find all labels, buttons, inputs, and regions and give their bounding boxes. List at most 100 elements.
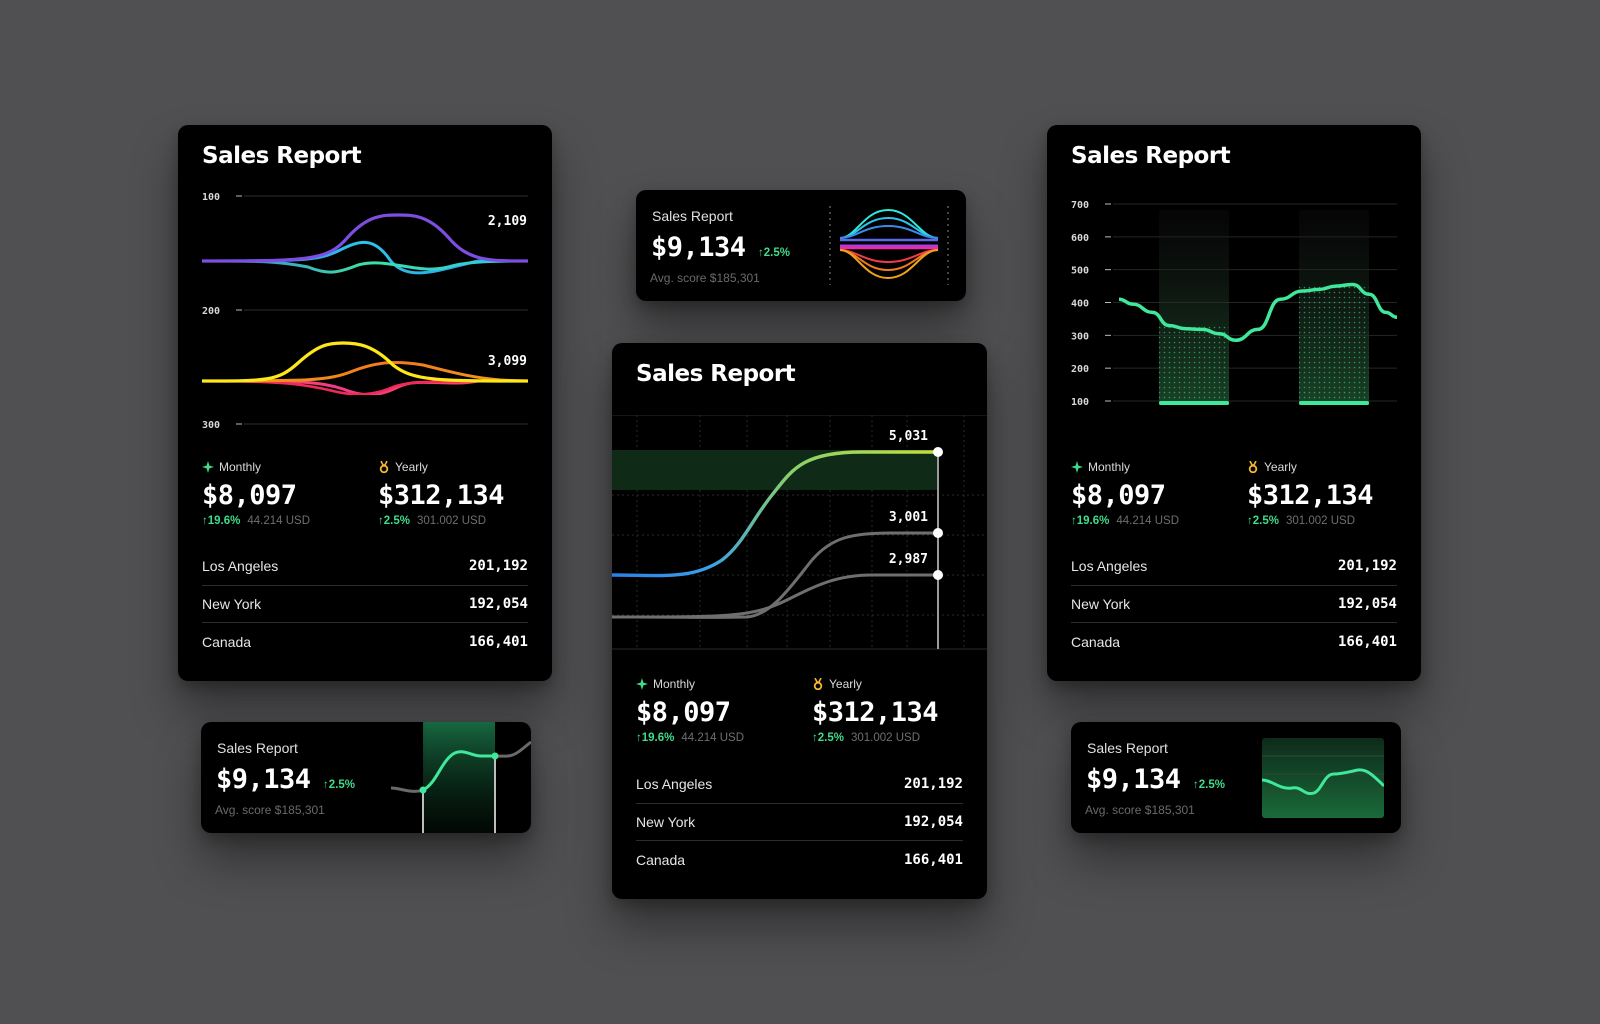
city-name: New York [1071,595,1131,612]
city-name: New York [636,813,696,830]
stat-change: 19.6% [1076,515,1110,527]
sparkle-icon [636,678,648,690]
city-value: 192,054 [1337,595,1397,612]
series-line [201,379,529,395]
city-name: Canada [636,851,686,868]
arrow-up-icon: ↑ [1247,515,1253,527]
city-value: 166,401 [468,633,528,650]
annotation-label: 3,099 [488,354,527,369]
annotation-label: 2,987 [889,552,928,567]
city-name: Los Angeles [636,776,713,793]
arrow-up-icon: ↑ [636,732,642,744]
y-tick-label: 500 [1071,266,1089,277]
city-name: Canada [1071,633,1121,650]
stat-label: Yearly [1264,460,1297,474]
y-tick-label: 300 [202,420,220,431]
y-tick-label: 100 [1071,397,1089,408]
mini-change: ↑2.5% [758,247,790,259]
city-value: 166,401 [903,851,963,868]
mini-report-card-right: Sales Report $9,134 ↑2.5% Avg. score $18… [1071,722,1401,833]
card-title: Sales Report [202,143,362,169]
y-axis-bottom: 300 [202,420,528,431]
medal-icon [379,461,389,473]
stat-sub: 301.002 USD [416,515,487,527]
list-item: New York 192,054 [1071,586,1397,623]
stat-sub: 44.214 USD [247,515,311,527]
stats-row: Monthly $8,097 ↑19.6% 44.214 USD Yearly $… [202,459,552,527]
stat-change: 19.6% [207,515,241,527]
y-tick-label: 300 [1071,331,1089,342]
stat-monthly: Monthly $8,097 ↑19.6% 44.214 USD [1071,459,1247,527]
arrow-up-icon: ↑ [202,515,208,527]
y-tick-label: 400 [1071,299,1089,310]
card-title: Sales Report [636,361,796,387]
annotation-label: 3,001 [889,510,928,525]
medal-icon [813,678,823,690]
list-item: Canada 166,401 [636,841,963,879]
mini-avg: Avg. score $185,301 [1085,803,1195,817]
wave-chart: 100 200 2,109 3,099 [201,192,529,395]
series-line [201,213,529,263]
arrow-up-icon: ↑ [812,732,818,744]
mini-avg: Avg. score $185,301 [650,271,760,285]
mini-change-value: 2.5% [763,247,790,259]
y-tick-label: 600 [1071,233,1089,244]
list-item: Canada 166,401 [1071,623,1397,661]
mini-change: ↑2.5% [1193,779,1225,791]
stat-label: Monthly [219,460,262,474]
stats-row: Monthly $8,097 ↑19.6% 44.214 USD Yearly $… [636,676,987,744]
sales-report-card-center: Sales Report 5,031 3,001 2,987 Monthl [612,343,987,899]
y-tick-label: 700 [1071,200,1089,211]
sales-report-card-left: Sales Report 100 200 2,109 3,099 300 [178,125,552,681]
stat-sub: 44.214 USD [681,732,745,744]
sparkle-icon [202,461,214,473]
city-name: Los Angeles [1071,558,1148,575]
mini-line-chart [391,722,531,833]
stat-yearly: Yearly $312,134 ↑2.5% 301.002 USD [378,459,552,527]
list-item: Canada 166,401 [202,623,528,661]
list-item: New York 192,054 [636,804,963,841]
mini-change-value: 2.5% [328,779,355,791]
city-name: New York [202,595,262,612]
mini-report-card-top: Sales Report $9,134 ↑2.5% Avg. score $18… [636,190,966,301]
mini-title: Sales Report [652,208,733,224]
stat-change: 2.5% [817,732,844,744]
city-value: 192,054 [468,595,528,612]
annotation-label: 5,031 [889,429,928,444]
growth-chart: 5,031 3,001 2,987 [612,415,987,650]
arrow-up-icon: ↑ [1193,779,1199,791]
city-value: 192,054 [903,813,963,830]
stat-label: Monthly [1088,460,1131,474]
series-line [201,341,529,383]
list-item: Los Angeles 201,192 [1071,548,1397,586]
arrow-up-icon: ↑ [323,779,329,791]
series-line [1118,282,1398,343]
city-list: Los Angeles 201,192 New York 192,054 Canad… [1071,548,1397,661]
y-tick-label: 200 [1071,364,1089,375]
arrow-up-icon: ↑ [758,247,764,259]
mini-avg: Avg. score $185,301 [215,803,325,817]
stat-yearly: Yearly $312,134 ↑2.5% 301.002 USD [812,676,987,744]
series-line [201,259,529,274]
stat-value: $312,134 [812,697,939,728]
city-value: 201,192 [468,558,528,575]
sales-report-card-right: Sales Report 700 600 500 400 300 200 100 Month… [1047,125,1421,681]
city-name: Canada [202,633,252,650]
stat-value: $312,134 [378,480,505,511]
city-value: 201,192 [903,776,963,793]
list-item: Los Angeles 201,192 [636,766,963,804]
stat-label: Monthly [653,677,696,691]
mini-value: $9,134 [216,764,311,795]
stat-sub: 301.002 USD [1285,515,1356,527]
stats-row: Monthly $8,097 ↑19.6% 44.214 USD Yearly $… [1071,459,1421,527]
mini-change: ↑2.5% [323,779,355,791]
stat-monthly: Monthly $8,097 ↑19.6% 44.214 USD [202,459,378,527]
stat-label: Yearly [395,460,428,474]
arrow-up-icon: ↑ [378,515,384,527]
medal-icon [1248,461,1258,473]
stat-yearly: Yearly $312,134 ↑2.5% 301.002 USD [1247,459,1421,527]
mini-title: Sales Report [1087,740,1168,756]
stat-label: Yearly [829,677,862,691]
mini-area-chart [1262,738,1384,818]
city-list: Los Angeles 201,192 New York 192,054 Canad… [202,548,528,661]
